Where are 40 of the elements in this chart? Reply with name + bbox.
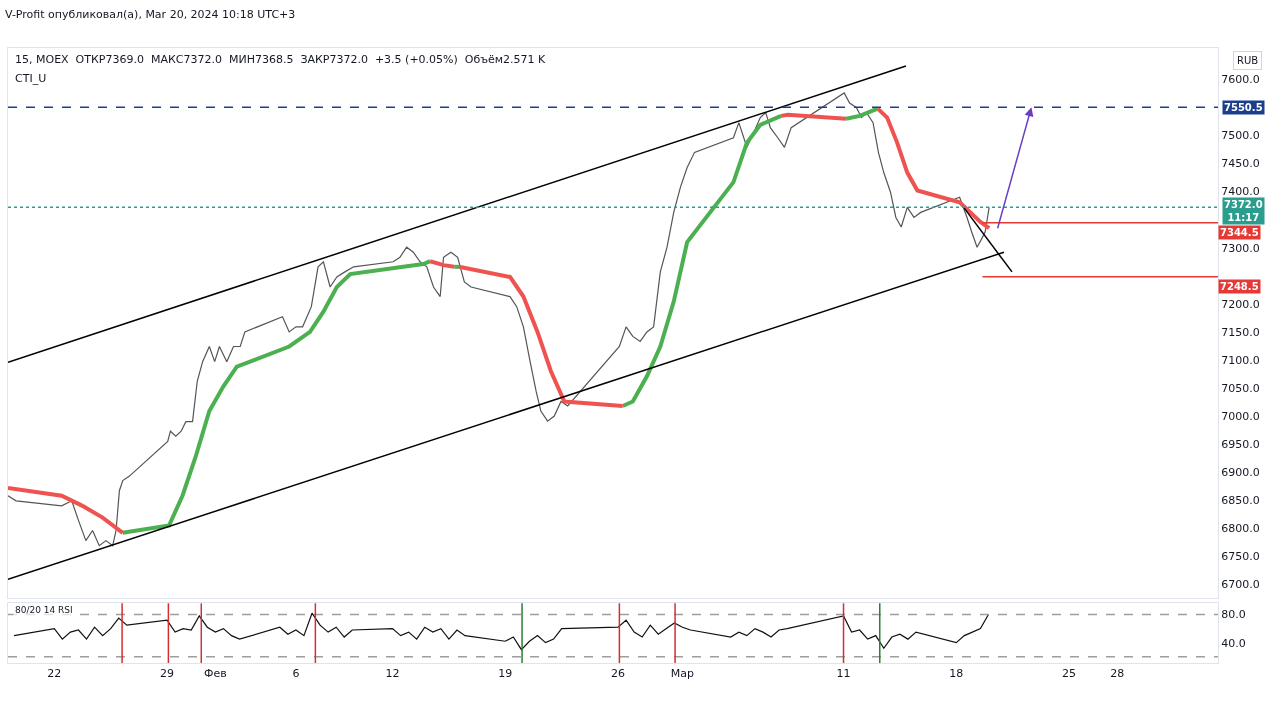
annotation: 7344.5 [1220,227,1259,238]
x-tick-label: 12 [385,667,400,681]
x-tick-label: 18 [949,667,964,681]
annotation: 7248.5 [1220,281,1259,292]
y-tick-label: 6850.0 [1221,494,1260,508]
text: V-Profit опубликовал(а), Mar 20, 2024 10:18 UTC+3 [5,8,296,21]
x-tick-label: 22 [47,667,62,681]
x-tick-label: 19 [498,667,513,681]
ref-line-label: 7550.5 [1224,102,1263,113]
x-tick-label: Мар [670,667,695,681]
y-tick-label: 7100.0 [1221,353,1260,367]
x-tick-label: 28 [1110,667,1125,681]
y-tick-label: 7400.0 [1221,185,1260,199]
y-tick-label: 6700.0 [1221,578,1260,592]
x-tick-label: 26 [611,667,626,681]
y-tick-label: 7050.0 [1221,381,1260,395]
x-tick-label: 25 [1062,667,1077,681]
line-series [13,612,990,651]
y-tick-label: 7500.0 [1221,129,1260,143]
y-tick-label: 7200.0 [1221,297,1260,311]
y-tick-label: 6750.0 [1221,550,1260,564]
y-tick-label: 7600.0 [1221,73,1260,87]
y-tick-label: 7450.0 [1221,157,1260,171]
x-tick-label: 6 [292,667,300,681]
y-tick-label: 7150.0 [1221,325,1260,339]
y-tick-label: 40.0 [1221,636,1246,650]
y-tick-label: 6950.0 [1221,437,1260,451]
chart-title: 80/20 14 RSI [15,605,73,615]
y-tick-label: 7000.0 [1221,409,1260,423]
y-tick-label: 6900.0 [1221,466,1260,480]
y-tick-label: 7300.0 [1221,241,1260,255]
text: 15, MOEX ОТКР7369.0 МАКС7372.0 МИН7368.5 ЗАКР7372.0 +3.5 (+0.05%) Объём2.571 K [15,53,547,66]
y-tick-label: 80.0 [1221,608,1246,622]
annotation: CTI_U [15,72,47,85]
x-tick-label: 29 [160,667,175,681]
ref-line-label: 7372.0 11:17 [1224,199,1263,223]
x-tick-label: Фев [204,667,227,681]
x-tick-label: 11 [836,667,851,681]
y-tick-label: 6800.0 [1221,522,1260,536]
text: RUB [1237,55,1259,66]
